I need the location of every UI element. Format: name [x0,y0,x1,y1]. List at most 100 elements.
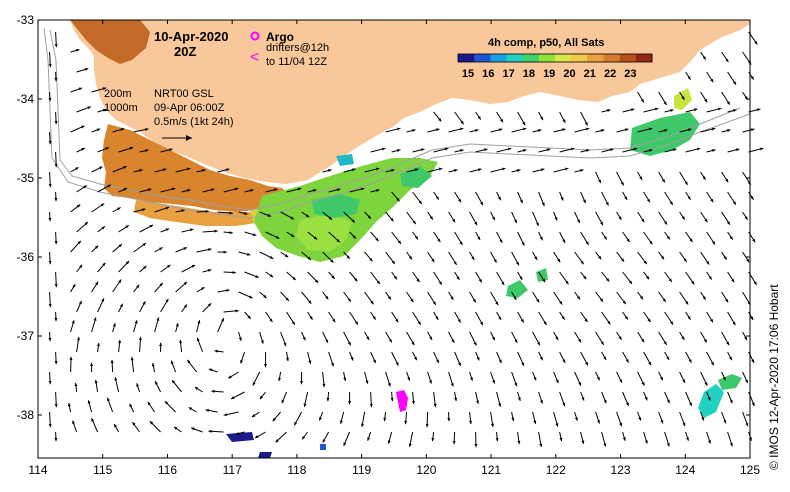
current-arrow [181,304,188,313]
current-arrows [48,31,764,448]
current-arrow [301,251,312,261]
current-arrow [133,284,140,293]
current-arrow [706,351,715,366]
current-arrow [685,271,695,285]
current-arrow [370,311,377,320]
current-arrow [559,191,564,201]
current-arrow [721,371,726,381]
current-arrow [580,231,590,246]
current-arrow [448,169,458,173]
current-arrow [149,420,161,433]
current-arrow [238,251,251,256]
hour-label: 20Z [174,44,196,59]
current-arrow [54,231,58,245]
current-arrow [412,271,420,283]
current-arrow [275,431,287,443]
current-arrow [679,331,685,341]
current-arrow [448,371,454,387]
colorbar-tick-label: 16 [482,68,494,80]
current-arrow [475,111,482,120]
current-arrow [425,411,429,428]
current-arrow [721,411,727,424]
current-arrow [748,147,764,153]
current-arrow [559,111,566,124]
current-arrow [263,351,268,368]
current-arrow [114,377,120,393]
current-arrow [196,337,204,353]
current-arrow [469,371,473,381]
current-arrow [385,127,401,133]
current-arrow [685,391,693,407]
current-arrow [616,371,623,384]
current-arrow [469,129,479,133]
current-arrow [538,391,543,404]
colorbar-swatch [490,54,507,62]
current-arrow [391,231,402,245]
current-arrow [532,129,542,133]
current-arrow [616,128,629,133]
current-arrow [223,270,236,275]
current-arrow [679,411,686,427]
current-arrow [96,342,100,353]
current-arrow [490,128,503,133]
current-arrow [742,211,749,221]
current-arrow [280,291,290,302]
current-arrow [601,191,609,206]
current-arrow [475,191,484,206]
colorbar-tick-label: 22 [604,68,616,80]
current-arrow [196,320,201,333]
current-arrow [48,171,52,188]
current-arrow [469,411,473,425]
current-arrow [664,311,674,325]
current-arrow [179,339,183,353]
current-arrow [91,203,105,213]
current-arrow [265,188,278,193]
current-arrow [517,351,525,367]
current-arrow [433,391,437,408]
current-arrow [658,331,668,346]
current-arrow [475,391,480,405]
colorbar-tick-label: 17 [502,68,514,80]
current-arrow [427,211,434,220]
current-arrow [412,148,425,153]
current-arrow [300,371,304,385]
current-arrow [475,148,488,153]
current-arrow [433,351,440,364]
current-arrow [223,231,233,235]
scale-label: 0.5m/s (1kt 24h) [154,116,233,128]
colorbar-swatch [555,54,572,62]
x-tick-label: 118 [287,463,306,477]
current-arrow [280,331,287,347]
current-arrow [664,431,670,447]
current-arrow [496,147,512,153]
current-arrow [622,191,628,201]
current-arrow [538,148,551,153]
x-tick-label: 120 [416,463,436,477]
current-arrow [385,371,391,387]
current-arrow [385,169,395,173]
current-arrow [136,383,141,393]
current-arrow [706,191,714,203]
current-arrow [339,411,345,424]
current-arrow [48,411,52,428]
x-tick-label: 119 [352,463,371,477]
current-arrow [278,371,282,382]
current-arrow [637,127,653,133]
current-arrow [251,411,260,418]
current-arrow [517,231,525,246]
current-arrow [286,187,302,193]
current-arrow [685,431,689,441]
current-arrow [406,331,415,346]
current-arrow [490,211,496,221]
current-arrow [559,431,563,442]
current-arrow [190,427,203,433]
current-arrow [387,431,393,444]
current-arrow [254,431,266,439]
current-arrow [202,302,212,313]
current-arrow [727,231,734,240]
current-arrow [112,207,121,213]
current-arrow [622,271,633,285]
current-arrow [658,371,664,381]
current-arrow [748,108,761,113]
current-arrow [532,411,537,424]
